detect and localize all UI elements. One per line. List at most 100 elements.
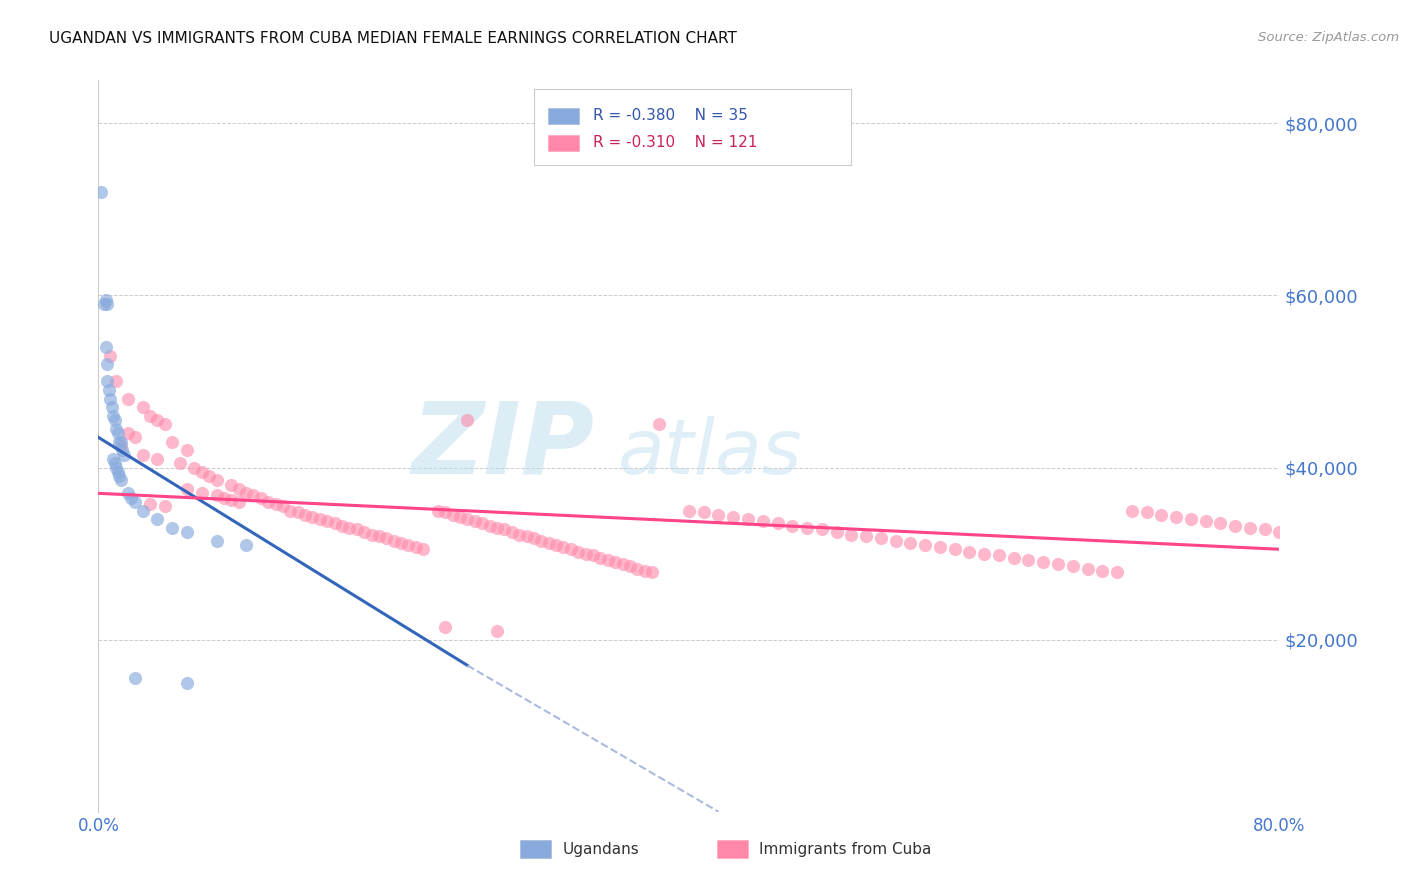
Point bbox=[360, 527, 382, 541]
Point bbox=[346, 523, 368, 537]
Point bbox=[117, 486, 139, 500]
Point bbox=[176, 482, 198, 496]
Point bbox=[412, 542, 434, 557]
Point bbox=[678, 503, 700, 517]
Point bbox=[176, 443, 198, 458]
Point bbox=[1180, 512, 1202, 526]
Point bbox=[434, 620, 457, 634]
Text: R = -0.310    N = 121: R = -0.310 N = 121 bbox=[593, 136, 758, 150]
Point bbox=[589, 550, 612, 565]
Point bbox=[751, 514, 773, 528]
Point bbox=[537, 536, 560, 550]
Point bbox=[176, 675, 198, 690]
Point bbox=[120, 491, 142, 505]
Point bbox=[169, 456, 191, 470]
Point bbox=[287, 505, 309, 519]
Point bbox=[242, 488, 264, 502]
Point bbox=[914, 538, 936, 552]
Point bbox=[796, 521, 818, 535]
Point bbox=[104, 413, 127, 427]
Point bbox=[841, 527, 863, 541]
Point bbox=[94, 340, 117, 354]
Point bbox=[103, 409, 125, 423]
Point bbox=[1032, 555, 1054, 569]
Point bbox=[693, 505, 716, 519]
Point bbox=[486, 521, 509, 535]
Point bbox=[869, 531, 891, 545]
Point bbox=[574, 547, 596, 561]
Point bbox=[648, 417, 671, 432]
Point bbox=[271, 500, 294, 514]
Point bbox=[959, 545, 981, 559]
Point bbox=[1195, 514, 1218, 528]
Point bbox=[98, 349, 121, 363]
Point bbox=[389, 536, 412, 550]
Point bbox=[176, 524, 198, 539]
Point bbox=[146, 413, 169, 427]
Point bbox=[884, 533, 907, 548]
Point bbox=[132, 448, 155, 462]
Point bbox=[494, 523, 516, 537]
Point bbox=[1239, 521, 1261, 535]
Point bbox=[139, 497, 162, 511]
Point bbox=[96, 357, 118, 371]
Point bbox=[110, 434, 132, 449]
Point bbox=[162, 434, 183, 449]
Point bbox=[146, 512, 169, 526]
Point bbox=[553, 540, 575, 554]
Point bbox=[96, 375, 118, 389]
Point bbox=[560, 542, 582, 557]
Point bbox=[191, 486, 214, 500]
Point bbox=[330, 519, 353, 533]
Point bbox=[546, 538, 568, 552]
Point bbox=[104, 456, 127, 470]
Point bbox=[1002, 550, 1025, 565]
Point bbox=[782, 519, 804, 533]
Point bbox=[108, 469, 131, 483]
Point bbox=[124, 430, 146, 444]
Point bbox=[323, 516, 346, 531]
Point bbox=[110, 474, 132, 488]
Point bbox=[943, 542, 966, 557]
Point bbox=[567, 545, 589, 559]
Point bbox=[205, 533, 228, 548]
Point bbox=[112, 448, 135, 462]
Point bbox=[973, 547, 995, 561]
Point bbox=[1105, 566, 1128, 580]
Point bbox=[471, 516, 494, 531]
Point bbox=[309, 512, 332, 526]
Point bbox=[94, 293, 117, 307]
Point bbox=[219, 477, 242, 491]
Point bbox=[228, 482, 250, 496]
Point bbox=[235, 538, 257, 552]
Point bbox=[928, 540, 950, 554]
Point bbox=[396, 538, 419, 552]
Point bbox=[105, 422, 128, 436]
Point bbox=[100, 401, 122, 415]
Point bbox=[633, 564, 655, 578]
Point bbox=[257, 495, 280, 509]
Point bbox=[96, 297, 118, 311]
Point bbox=[508, 527, 530, 541]
Point bbox=[1164, 510, 1187, 524]
Text: atlas: atlas bbox=[619, 417, 803, 491]
Point bbox=[464, 514, 486, 528]
Point bbox=[132, 503, 155, 517]
Text: ZIP: ZIP bbox=[412, 398, 595, 494]
Point bbox=[1046, 557, 1069, 571]
Point bbox=[110, 439, 132, 453]
Point bbox=[219, 493, 242, 508]
Point bbox=[205, 488, 228, 502]
Point bbox=[117, 426, 139, 441]
Point bbox=[523, 531, 546, 545]
Point bbox=[1135, 505, 1157, 519]
Point bbox=[1017, 553, 1039, 567]
Text: R = -0.380    N = 35: R = -0.380 N = 35 bbox=[593, 109, 748, 123]
Text: UGANDAN VS IMMIGRANTS FROM CUBA MEDIAN FEMALE EARNINGS CORRELATION CHART: UGANDAN VS IMMIGRANTS FROM CUBA MEDIAN F… bbox=[49, 31, 737, 46]
Point bbox=[1091, 564, 1114, 578]
Point bbox=[111, 443, 134, 458]
Point bbox=[1121, 503, 1143, 517]
Point bbox=[97, 383, 120, 397]
Point bbox=[1223, 519, 1246, 533]
Point bbox=[294, 508, 316, 522]
